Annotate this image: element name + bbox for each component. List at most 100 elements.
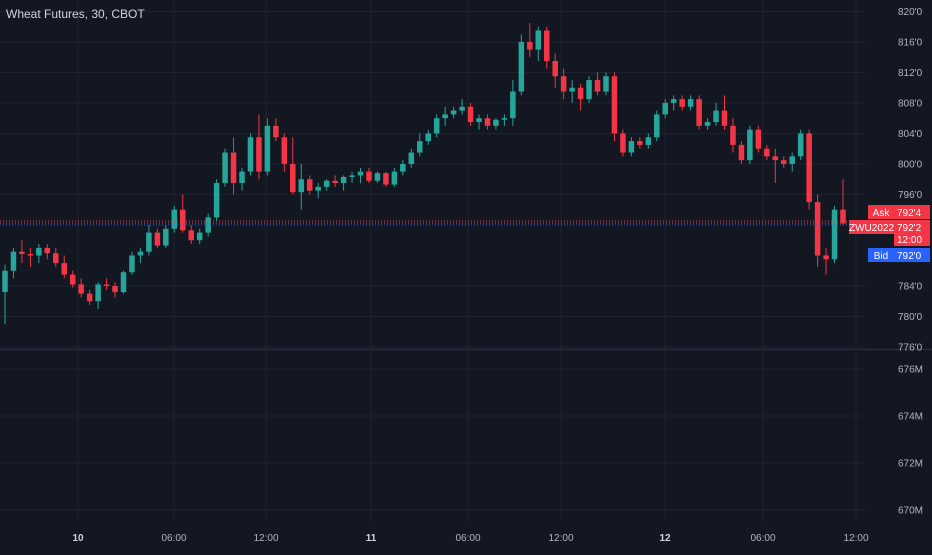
candle-body (704, 122, 711, 126)
candle-body (442, 114, 448, 119)
candle-body (349, 175, 355, 177)
candle-body (171, 209, 178, 229)
candle-body (797, 133, 804, 157)
candle-body (180, 209, 186, 231)
candle-body (137, 251, 144, 256)
price-tick-label: 820'0 (898, 7, 923, 18)
candle-body (467, 106, 474, 123)
bid-value: 792'0 (897, 251, 922, 262)
time-axis-label: 11 (366, 533, 377, 544)
candle-body (239, 171, 245, 184)
candle-body (69, 274, 76, 285)
price-tick-label: 800'0 (898, 159, 923, 170)
candle-body (687, 99, 694, 107)
time-axis-label: 12:00 (843, 533, 868, 544)
candle-body (298, 179, 305, 193)
candle-body (103, 284, 110, 286)
candle-body (230, 152, 237, 184)
candle-body (264, 125, 271, 172)
candle-body (273, 125, 279, 138)
candle-body (628, 141, 635, 153)
candle-body (823, 255, 829, 260)
candle-body (772, 156, 779, 161)
bid-label: Bid (874, 251, 888, 262)
candle-body (789, 156, 795, 164)
price-tick-label: 816'0 (898, 37, 923, 48)
candle-body (518, 41, 525, 92)
candle-body (527, 41, 533, 50)
candle-body (357, 171, 364, 176)
price-tick-label: 776'0 (898, 343, 923, 354)
candle-body (44, 247, 51, 254)
candle-body (78, 284, 84, 294)
candle-body (10, 251, 17, 271)
candle-body (764, 148, 770, 157)
candle-body (814, 202, 821, 256)
candle-body (594, 80, 601, 92)
candle-body (780, 160, 787, 164)
candle-body (459, 106, 465, 111)
candle-body (256, 137, 262, 172)
price-tick-label: 808'0 (898, 98, 923, 109)
candle-body (543, 30, 550, 62)
candle-body (501, 118, 508, 120)
candle-body (95, 284, 101, 302)
candle-body (383, 173, 389, 185)
candle-body (577, 87, 584, 100)
price-tick-label: 784'0 (898, 281, 923, 292)
candle-body (154, 232, 161, 246)
time-axis-label: 06:00 (455, 533, 480, 544)
ask-label: Ask (873, 208, 891, 219)
price-tick-label: 780'0 (898, 312, 923, 323)
candle-body (188, 230, 194, 241)
last-price-tag (894, 220, 930, 246)
candle-body (196, 232, 203, 241)
time-axis-label: 12:00 (548, 533, 573, 544)
chart-title: Wheat Futures, 30, CBOT (6, 7, 145, 21)
candle-body (552, 61, 558, 77)
candle-body (755, 129, 762, 149)
candle-body (205, 217, 211, 233)
price-tick-label: 812'0 (898, 68, 923, 79)
candle-body (391, 171, 398, 185)
ask-value: 792'4 (897, 208, 922, 219)
time-axis-label: 06:00 (161, 533, 186, 544)
candle-body (281, 137, 288, 164)
candle-body (586, 80, 592, 100)
last-price-value: 792'2 (897, 223, 922, 234)
time-axis-label: 06:00 (750, 533, 775, 544)
candle-body (484, 118, 491, 126)
bid-label-tag (868, 248, 894, 262)
candle-body (222, 152, 228, 184)
candle-body (408, 152, 415, 164)
candle-body (112, 285, 118, 293)
candle-body (806, 133, 812, 203)
candle-body (306, 179, 313, 191)
candle-body (374, 173, 381, 181)
candle-body (366, 171, 372, 181)
candle-body (645, 137, 652, 145)
volume-tick-label: 674M (898, 412, 923, 423)
symbol-label: ZWU2022 (849, 223, 894, 234)
volume-tick-label: 670M (898, 506, 923, 517)
candle-body (747, 129, 753, 161)
candle-body (620, 133, 626, 153)
candle-body (662, 102, 668, 115)
candle-body (247, 137, 254, 172)
candle-body (721, 110, 728, 126)
volume-tick-label: 672M (898, 459, 923, 470)
candle-body (654, 114, 660, 138)
symbol-tag (849, 220, 894, 234)
candle-body (146, 232, 152, 252)
candle-body (476, 118, 482, 123)
candle-body (738, 144, 745, 161)
candle-body (450, 110, 457, 115)
ask-value-tag (894, 205, 930, 219)
candle-body (510, 91, 516, 119)
candle-body (332, 180, 338, 184)
candle-body (120, 272, 127, 293)
candle-body (417, 141, 423, 153)
candle-body (425, 133, 431, 142)
